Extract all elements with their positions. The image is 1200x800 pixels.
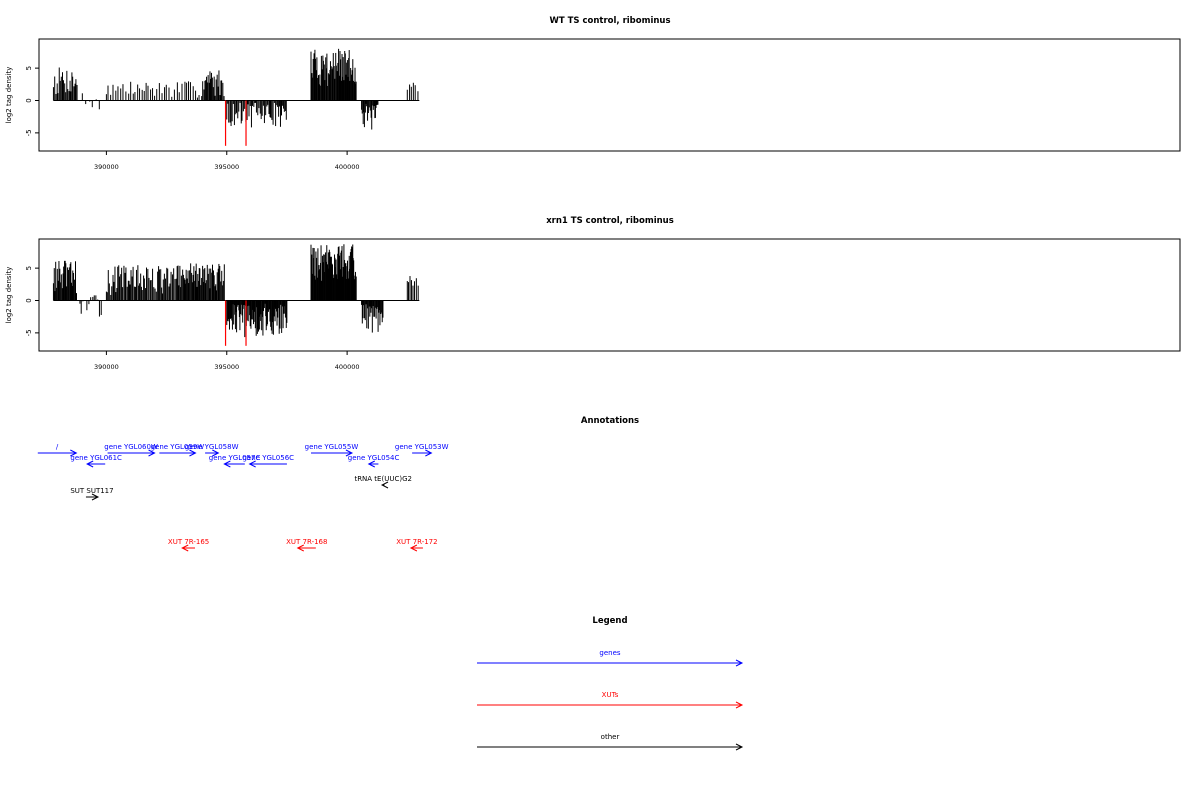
feature-arrow-head <box>181 544 189 552</box>
feature-arrow-head <box>425 449 433 457</box>
feature-arrow-head <box>86 460 94 468</box>
feature-label: XUT 7R-165 <box>168 538 209 546</box>
feature-arrow-head <box>345 449 354 457</box>
feature-label: / <box>56 443 59 451</box>
xrn1-axes: -5 0 5 390000 395000 400000 <box>25 266 360 371</box>
feature-arrow-head <box>212 449 220 457</box>
feature-arrow-head <box>148 449 156 457</box>
feature-arrow-head <box>70 449 78 457</box>
annotations-title: Annotations <box>581 416 639 426</box>
feature-label: tRNA tE(UUC)G2 <box>354 475 412 483</box>
legend: Legend genes XUTs other <box>477 616 744 751</box>
feature-label: gene YGL055W <box>305 443 359 451</box>
wt-y-axis-label: log2 tag density <box>5 67 13 124</box>
feature-label: gene YGL056C <box>242 454 294 462</box>
legend-item-label: other <box>601 733 620 741</box>
xrn1-y-tick-label: -5 <box>25 329 33 336</box>
wt-panel: WT TS control, ribominus log2 tag densit… <box>5 16 1181 171</box>
feature-label: gene YGL061C <box>70 454 122 462</box>
legend-item-label: genes <box>599 649 620 657</box>
wt-x-tick-label: 390000 <box>94 163 119 171</box>
legend-arrow-head <box>735 743 744 751</box>
feature-arrow-head <box>223 460 231 468</box>
legend-item-label: XUTs <box>602 691 619 699</box>
wt-bar-layer <box>52 48 420 146</box>
feature-label: SUT SUT117 <box>70 487 113 495</box>
feature-arrow-head <box>409 544 418 552</box>
feature-label: XUT 7R-172 <box>396 538 437 546</box>
feature-label: gene YGL058W <box>185 443 239 451</box>
legend-title: Legend <box>592 616 627 626</box>
xrn1-x-tick-label: 400000 <box>335 363 360 371</box>
wt-x-tick-label: 400000 <box>335 163 360 171</box>
feature-arrow-head <box>380 481 389 489</box>
legend-items: genes XUTs other <box>477 649 744 751</box>
xrn1-x-tick-label: 395000 <box>214 363 239 371</box>
wt-y-tick-label: 5 <box>25 66 33 70</box>
feature-label: gene YGL053W <box>395 443 449 451</box>
wt-x-tick-label: 395000 <box>214 163 239 171</box>
xrn1-panel-title: xrn1 TS control, ribominus <box>546 216 674 226</box>
feature-arrow-head <box>296 544 304 552</box>
legend-arrow-head <box>735 659 744 667</box>
feature-label: gene YGL054C <box>348 454 400 462</box>
wt-axes: -5 0 5 390000 395000 400000 <box>25 66 360 171</box>
feature-label: XUT 7R-168 <box>286 538 327 546</box>
xrn1-bar-layer <box>52 244 420 346</box>
wt-y-tick-label: -5 <box>25 129 33 136</box>
xrn1-y-tick-label: 0 <box>25 298 33 302</box>
feature-label: gene YGL060W <box>104 443 158 451</box>
feature-arrow-head <box>189 449 197 457</box>
xrn1-plot-frame <box>38 238 1181 352</box>
wt-y-tick-label: 0 <box>25 98 33 102</box>
wt-plot-frame <box>38 38 1181 152</box>
feature-label: gene YGL057C <box>209 454 261 462</box>
legend-arrow-head <box>735 701 744 709</box>
feature-arrow-head <box>91 493 100 501</box>
feature-arrow-head <box>248 460 256 468</box>
feature-label: gene YGL059W <box>151 443 205 451</box>
xrn1-y-axis-label: log2 tag density <box>5 267 13 324</box>
wt-panel-title: WT TS control, ribominus <box>549 16 670 26</box>
xrn1-y-tick-label: 5 <box>25 266 33 270</box>
feature-arrow-head <box>367 460 376 468</box>
xrn1-panel: xrn1 TS control, ribominus log2 tag dens… <box>5 216 1181 371</box>
xrn1-x-tick-label: 390000 <box>94 363 119 371</box>
